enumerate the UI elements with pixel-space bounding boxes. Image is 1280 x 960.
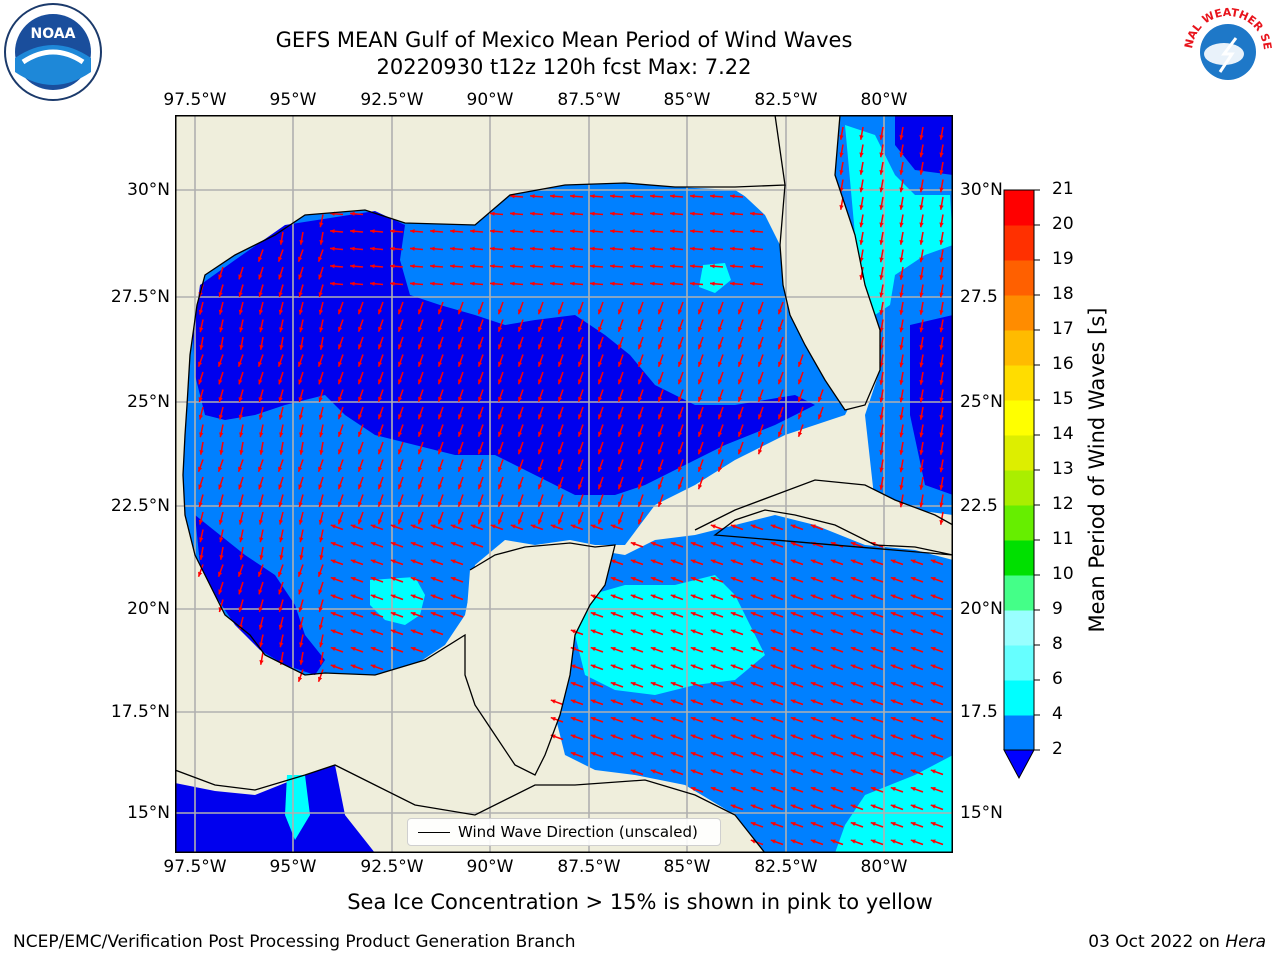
- florida: [735, 115, 880, 410]
- lat-label-left: 27.5°N: [110, 287, 170, 307]
- colorbar-tick-label: 8: [1052, 634, 1063, 654]
- lon-label-bottom: 97.5°W: [163, 857, 227, 877]
- colorbar-tick-label: 4: [1052, 704, 1063, 724]
- colorbar-band: [1004, 680, 1034, 716]
- colorbar: [1003, 189, 1040, 780]
- colorbar-band: [1004, 435, 1034, 471]
- footer-date-text: 03 Oct 2022 on: [1088, 932, 1226, 952]
- noaa-logo: NOAA: [4, 3, 102, 101]
- high-period-zone: [285, 775, 310, 840]
- lon-label-top: 87.5°W: [557, 90, 621, 110]
- high-period-zone: [845, 125, 953, 315]
- noaa-logo-text: NOAA: [31, 26, 76, 42]
- lon-label-bottom: 95°W: [269, 857, 317, 877]
- colorbar-band: [1004, 610, 1034, 646]
- lon-label-bottom: 90°W: [466, 857, 514, 877]
- colorbar-band: [1004, 540, 1034, 576]
- map-legend: Wind Wave Direction (unscaled): [407, 818, 721, 846]
- colorbar-band: [1004, 715, 1034, 751]
- colorbar-tick-label: 12: [1052, 494, 1074, 514]
- colorbar-band: [1004, 645, 1034, 681]
- lon-label-top: 90°W: [466, 90, 514, 110]
- coastline: [175, 115, 953, 853]
- lon-label-top: 85°W: [663, 90, 711, 110]
- low-period-zone: [193, 211, 815, 495]
- colorbar-tick-label: 6: [1052, 669, 1063, 689]
- lat-label-left: 30°N: [127, 180, 170, 200]
- gulf-map: [175, 115, 953, 853]
- lon-label-top: 92.5°W: [360, 90, 424, 110]
- colorbar-band: [1004, 225, 1034, 261]
- colorbar-tick-label: 9: [1052, 599, 1063, 619]
- colorbar-tick-label: 17: [1052, 319, 1074, 339]
- footer-date: 03 Oct 2022 on Hera: [1088, 932, 1266, 952]
- lon-label-bottom: 92.5°W: [360, 857, 424, 877]
- footer-host: Hera: [1225, 932, 1266, 952]
- legend-label: Wind Wave Direction (unscaled): [458, 823, 698, 841]
- colorbar-band: [1004, 190, 1034, 226]
- lat-label-left: 20°N: [127, 599, 170, 619]
- colorbar-band: [1004, 330, 1034, 366]
- chart-subtitle: 20220930 t12z 120h fcst Max: 7.22: [376, 55, 752, 79]
- lat-label-right: 22.5: [960, 496, 998, 516]
- colorbar-tick-label: 21: [1052, 179, 1074, 199]
- colorbar-tick-label: 14: [1052, 424, 1074, 444]
- lon-label-bottom: 80°W: [860, 857, 908, 877]
- colorbar-band: [1004, 260, 1034, 296]
- nws-logo: NATIONAL WEATHER SERVICE: [1178, 2, 1275, 99]
- colorbar-band: [1004, 575, 1034, 611]
- lon-label-top: 80°W: [860, 90, 908, 110]
- colorbar-extend-triangle: [1003, 749, 1035, 780]
- lat-label-right: 25°N: [960, 392, 1003, 412]
- lat-label-left: 22.5°N: [110, 496, 170, 516]
- footer-credit: NCEP/EMC/Verification Post Processing Pr…: [13, 932, 576, 952]
- lat-label-left: 17.5°N: [110, 702, 170, 722]
- colorbar-tick-label: 19: [1052, 249, 1074, 269]
- lat-label-right: 20°N: [960, 599, 1003, 619]
- chart-title: GEFS MEAN Gulf of Mexico Mean Period of …: [275, 28, 853, 52]
- lon-label-top: 82.5°W: [754, 90, 818, 110]
- legend-line-swatch: [418, 832, 450, 833]
- colorbar-tick-label: 15: [1052, 389, 1074, 409]
- colorbar-tick-label: 2: [1052, 739, 1063, 759]
- lon-label-bottom: 82.5°W: [754, 857, 818, 877]
- colorbar-band: [1004, 505, 1034, 541]
- colorbar-band: [1004, 470, 1034, 506]
- colorbar-tick-label: 11: [1052, 529, 1074, 549]
- lon-label-top: 95°W: [269, 90, 317, 110]
- colorbar-tick-label: 13: [1052, 459, 1074, 479]
- lat-label-right: 27.5: [960, 287, 998, 307]
- low-period-zone: [895, 115, 953, 175]
- yucatan: [465, 543, 615, 775]
- colorbar-band: [1004, 400, 1034, 436]
- lat-label-left: 15°N: [127, 803, 170, 823]
- lat-label-right: 30°N: [960, 180, 1003, 200]
- cuba: [695, 480, 953, 555]
- colorbar-band: [1004, 295, 1034, 331]
- high-period-zone: [835, 755, 953, 853]
- high-period-zone: [575, 575, 765, 695]
- colorbar-tick-label: 18: [1052, 284, 1074, 304]
- sea-ice-note: Sea Ice Concentration > 15% is shown in …: [347, 890, 933, 914]
- colorbar-tick-label: 16: [1052, 354, 1074, 374]
- lon-label-bottom: 87.5°W: [557, 857, 621, 877]
- colorbar-tick-label: 20: [1052, 214, 1074, 234]
- lon-label-top: 97.5°W: [163, 90, 227, 110]
- high-period-zone: [699, 263, 731, 293]
- lat-label-right: 17.5: [960, 702, 998, 722]
- graticule: [175, 115, 953, 853]
- colorbar-label: Mean Period of Wind Waves [s]: [1085, 307, 1109, 633]
- colorbar-band: [1004, 365, 1034, 401]
- wind-wave-arrows: [197, 126, 944, 846]
- colorbar-tick-label: 10: [1052, 564, 1074, 584]
- lon-label-bottom: 85°W: [663, 857, 711, 877]
- pacific-water: [175, 765, 375, 853]
- lat-label-right: 15°N: [960, 803, 1003, 823]
- lat-label-left: 25°N: [127, 392, 170, 412]
